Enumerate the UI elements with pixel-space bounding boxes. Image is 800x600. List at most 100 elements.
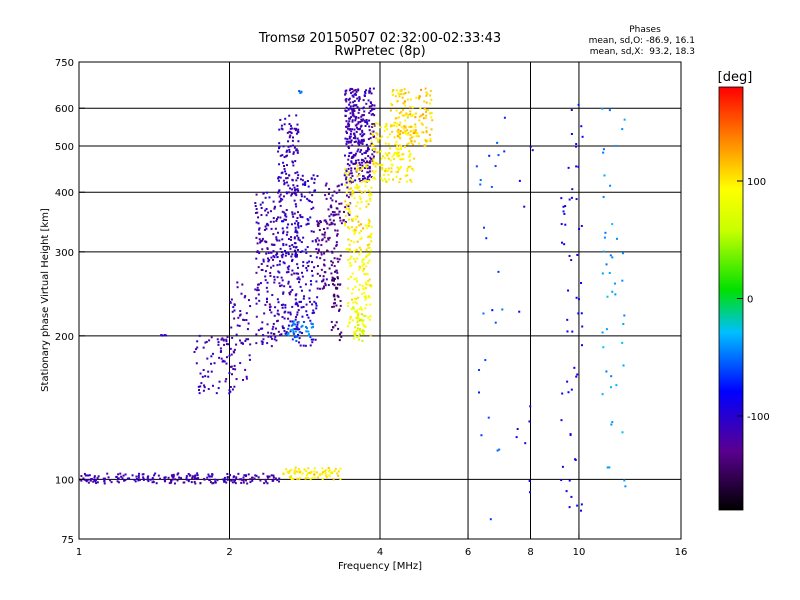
data-point <box>304 344 307 347</box>
data-point <box>95 478 98 481</box>
data-point <box>280 276 283 279</box>
data-point <box>247 473 250 476</box>
data-point <box>424 87 427 90</box>
data-point <box>317 221 320 224</box>
data-point <box>225 378 228 381</box>
data-point <box>335 321 338 324</box>
data-point <box>288 293 291 296</box>
data-point <box>340 183 343 186</box>
data-point <box>368 296 371 299</box>
data-point <box>398 181 401 184</box>
data-point <box>353 333 356 336</box>
data-point <box>359 223 362 226</box>
data-point <box>358 128 361 131</box>
data-point <box>357 159 360 162</box>
data-point <box>369 249 372 252</box>
data-point <box>384 152 387 155</box>
data-point <box>371 123 374 126</box>
data-point <box>278 189 281 192</box>
data-point <box>309 336 312 339</box>
data-point <box>337 474 340 477</box>
data-point <box>375 132 378 135</box>
data-point <box>364 181 367 184</box>
x-tick-label: 10 <box>573 547 586 558</box>
data-point <box>257 329 260 332</box>
data-point <box>370 176 373 179</box>
data-point <box>337 184 340 187</box>
data-point <box>258 252 261 255</box>
data-point <box>207 388 210 391</box>
data-point <box>194 477 197 480</box>
data-point <box>367 179 370 182</box>
data-point <box>330 204 333 207</box>
data-point <box>337 260 340 263</box>
data-point <box>288 123 291 126</box>
data-point <box>291 244 294 247</box>
data-point <box>261 342 264 345</box>
data-point <box>330 472 333 475</box>
data-point <box>350 92 353 95</box>
data-point <box>348 227 351 230</box>
data-point <box>400 90 403 93</box>
data-point <box>279 247 282 250</box>
data-point <box>358 161 361 164</box>
data-point <box>171 475 174 478</box>
data-point <box>358 232 361 235</box>
data-point <box>328 236 331 239</box>
data-point <box>275 238 278 241</box>
data-point <box>368 259 371 262</box>
data-point <box>163 334 166 337</box>
data-point <box>380 157 383 160</box>
data-point <box>317 476 320 479</box>
data-point <box>265 286 268 289</box>
data-point <box>369 161 372 164</box>
data-point <box>480 434 483 437</box>
data-point <box>238 478 241 481</box>
data-point <box>260 214 263 217</box>
data-point <box>324 231 327 234</box>
data-point <box>371 125 374 128</box>
data-point <box>288 130 291 133</box>
data-point <box>338 308 341 311</box>
data-point <box>149 478 152 481</box>
data-point <box>228 473 231 476</box>
data-point <box>106 472 109 475</box>
data-point <box>398 112 401 115</box>
data-point <box>301 216 304 219</box>
data-point <box>272 476 275 479</box>
data-point <box>368 174 371 177</box>
data-point <box>312 326 315 329</box>
data-point <box>366 224 369 227</box>
data-point <box>497 270 500 273</box>
data-point <box>281 306 284 309</box>
data-point <box>299 285 302 288</box>
data-point <box>219 347 222 350</box>
data-point <box>425 129 428 132</box>
data-point <box>295 246 298 249</box>
data-point <box>302 236 305 239</box>
data-point <box>313 181 316 184</box>
data-point <box>367 161 370 164</box>
data-point <box>370 142 373 145</box>
data-point <box>273 281 276 284</box>
chart-subtitle: RwPretec (8p) <box>334 44 425 59</box>
data-point <box>351 94 354 97</box>
data-point <box>244 474 247 477</box>
data-point <box>344 92 347 95</box>
data-point <box>338 210 341 213</box>
data-point <box>328 223 331 226</box>
data-point <box>257 266 260 269</box>
data-point <box>347 167 350 170</box>
data-point <box>260 340 263 343</box>
data-point <box>285 164 288 167</box>
data-point <box>415 96 418 99</box>
data-point <box>349 101 352 104</box>
data-point <box>350 139 353 142</box>
data-point <box>363 273 366 276</box>
data-point <box>315 471 318 474</box>
data-point <box>410 141 413 144</box>
data-point <box>359 180 362 183</box>
data-point <box>347 302 350 305</box>
data-point <box>325 220 328 223</box>
